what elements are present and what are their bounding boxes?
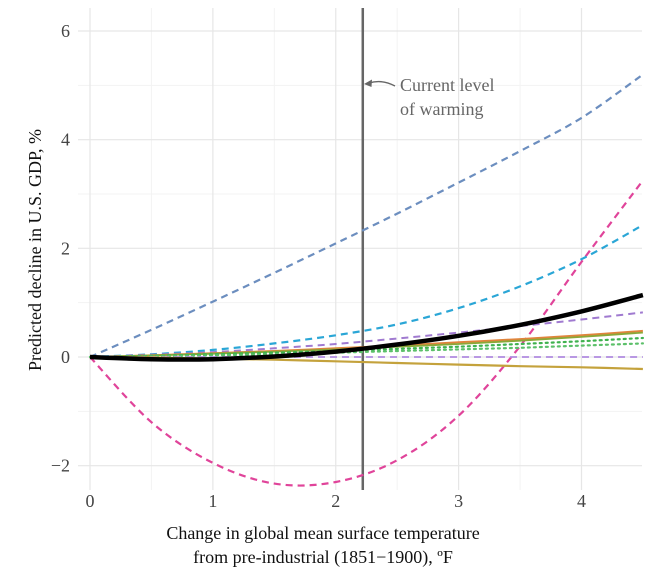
series-line-5 bbox=[89, 329, 643, 358]
annotation-arrowhead bbox=[364, 79, 372, 87]
annotation-line-1: Current level bbox=[400, 75, 494, 95]
grid bbox=[78, 8, 642, 490]
y-tick-label: 2 bbox=[61, 238, 70, 258]
annotation-line-2: of warming bbox=[400, 99, 483, 119]
x-tick-label: 2 bbox=[331, 491, 340, 511]
series-line-11 bbox=[89, 292, 644, 362]
annotation: Current level of warming bbox=[364, 75, 494, 119]
x-tick-label: 1 bbox=[208, 491, 217, 511]
series-line-1 bbox=[89, 73, 644, 359]
series-line-4 bbox=[89, 311, 644, 358]
series-layer bbox=[88, 73, 644, 487]
series-line-8 bbox=[88, 342, 644, 359]
y-tick-label: 4 bbox=[61, 130, 70, 150]
x-axis-title-line-1: Change in global mean surface temperatur… bbox=[166, 523, 479, 543]
x-axis-title-line-2: from pre-industrial (1851−1900), ºF bbox=[193, 547, 453, 568]
y-tick-label: −2 bbox=[51, 456, 70, 476]
y-tick-label: 6 bbox=[61, 21, 70, 41]
x-tick-label: 3 bbox=[454, 491, 463, 511]
tick-labels: 0 1 2 3 4 −2 0 2 4 6 bbox=[51, 21, 586, 511]
x-tick-label: 0 bbox=[86, 491, 95, 511]
series-line-2 bbox=[89, 179, 644, 487]
y-tick-label: 0 bbox=[61, 347, 70, 367]
y-axis-title: Predicted decline in U.S. GDP, % bbox=[25, 129, 45, 371]
series-line-3 bbox=[89, 224, 644, 359]
x-tick-label: 4 bbox=[577, 491, 586, 511]
